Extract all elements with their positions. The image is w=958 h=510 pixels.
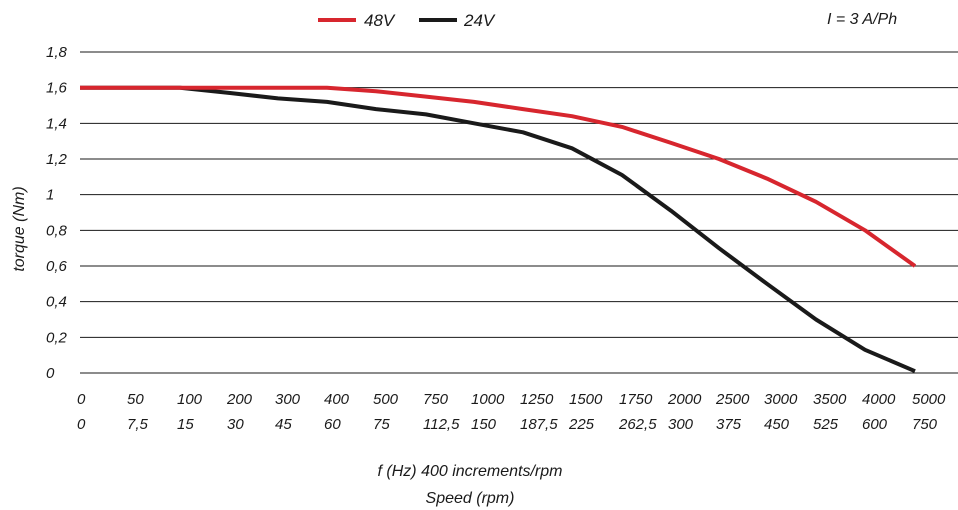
- x-tick-label-rpm: 7,5: [127, 416, 149, 433]
- y-axis-label: torque (Nm): [11, 186, 28, 271]
- series-line-48v: [80, 85, 917, 268]
- x-tick-label-rpm: 75: [373, 416, 390, 433]
- x-tick-label-rpm: 0: [77, 416, 86, 433]
- y-tick-label: 0,4: [46, 294, 67, 311]
- x-tick-label-rpm: 750: [912, 416, 938, 433]
- x-tick-label-rpm: 112,5: [423, 416, 460, 433]
- y-tick-label: 0: [46, 365, 55, 382]
- x-tick-label-hz: 500: [373, 391, 399, 408]
- x-tick-label-rpm: 600: [862, 416, 888, 433]
- x-tick-label-hz: 2500: [715, 391, 750, 408]
- x-tick-label-rpm: 15: [177, 416, 194, 433]
- x-tick-label-rpm: 450: [764, 416, 790, 433]
- x-tick-label-rpm: 30: [227, 416, 244, 433]
- x-tick-label-rpm: 45: [275, 416, 292, 433]
- x-axis-label-hz: f (Hz) 400 increments/rpm: [378, 463, 563, 480]
- x-tick-label-rpm: 525: [813, 416, 839, 433]
- y-tick-label: 0,6: [46, 258, 68, 275]
- x-tick-label-hz: 750: [423, 391, 449, 408]
- legend-label-48v: 48V: [364, 11, 396, 30]
- x-tick-label-hz: 2000: [667, 391, 702, 408]
- x-tick-label-hz: 5000: [912, 391, 946, 408]
- x-tick-label-hz: 200: [226, 391, 253, 408]
- x-tick-label-rpm: 150: [471, 416, 497, 433]
- x-tick-label-hz: 4000: [862, 391, 896, 408]
- x-tick-label-hz: 1500: [569, 391, 603, 408]
- x-tick-label-rpm: 60: [324, 416, 341, 433]
- x-axis-label-rpm: Speed (rpm): [426, 490, 515, 507]
- y-tick-label: 1,8: [46, 44, 68, 61]
- x-tick-labels-rpm: 0 7,5 15 30 45 60 75 112,5 150 187,5 225 262,5 300 37…: [77, 416, 938, 433]
- legend: 48V 24V: [318, 11, 496, 30]
- x-tick-label-hz: 1750: [619, 391, 653, 408]
- series-line-24v: [80, 85, 916, 374]
- x-tick-label-hz: 400: [324, 391, 350, 408]
- x-tick-label-rpm: 300: [668, 416, 694, 433]
- x-tick-label-hz: 100: [177, 391, 203, 408]
- x-tick-label-rpm: 262,5: [618, 416, 657, 433]
- x-tick-label-hz: 50: [127, 391, 144, 408]
- y-tick-label: 1: [46, 187, 54, 204]
- x-tick-label-hz: 3000: [764, 391, 798, 408]
- x-tick-label-hz: 1000: [471, 391, 505, 408]
- y-tick-label: 1,4: [46, 115, 67, 132]
- x-tick-label-rpm: 225: [568, 416, 595, 433]
- series-lines: [80, 85, 917, 374]
- y-tick-label: 0,8: [46, 222, 68, 239]
- y-tick-label: 1,2: [46, 151, 68, 168]
- x-tick-label-hz: 3500: [813, 391, 847, 408]
- x-tick-label-hz: 300: [275, 391, 301, 408]
- x-tick-label-rpm: 375: [716, 416, 742, 433]
- legend-label-24v: 24V: [463, 11, 496, 30]
- x-tick-labels-hz: 0 50 100 200 300 400 500 750 1000 1250 1500 1750 200…: [77, 391, 946, 408]
- y-tick-labels: 0 0,2 0,4 0,6 0,8 1 1,2 1,4 1,6 1,8: [46, 44, 68, 382]
- x-tick-label-hz: 1250: [520, 391, 554, 408]
- y-tick-label: 0,2: [46, 329, 68, 346]
- y-tick-label: 1,6: [46, 80, 68, 97]
- gridlines: [80, 51, 958, 374]
- x-tick-label-rpm: 187,5: [520, 416, 558, 433]
- current-annotation: I = 3 A/Ph: [827, 11, 897, 28]
- x-tick-label-hz: 0: [77, 391, 86, 408]
